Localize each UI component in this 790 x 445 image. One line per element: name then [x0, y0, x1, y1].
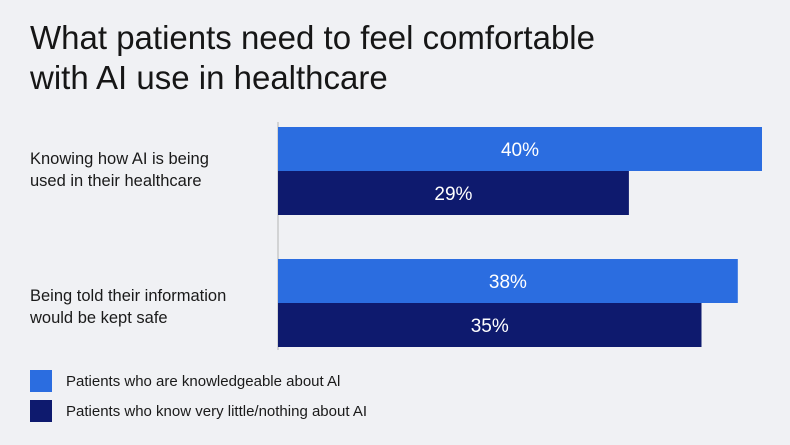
category-label-line: would be kept safe — [30, 309, 168, 327]
chart-title: What patients need to feel comfortable w… — [30, 18, 770, 98]
data-label-knowledgeable-1: 38% — [489, 272, 527, 293]
data-label-knowledgeable-0: 40% — [501, 140, 539, 161]
chart-title-line-2: with AI use in healthcare — [30, 59, 388, 96]
category-label-knowing-how-ai-used: Knowing how AI is being used in their he… — [30, 148, 270, 192]
bar-knowledgeable-0 — [278, 127, 762, 171]
bar-know-little-0 — [278, 171, 629, 215]
category-label-line: used in their healthcare — [30, 172, 202, 190]
legend-swatch-knowledgeable — [30, 370, 52, 392]
legend-item-know-little: Patients who know very little/nothing ab… — [30, 398, 367, 424]
chart-title-line-1: What patients need to feel comfortable — [30, 19, 595, 56]
category-label-information-kept-safe: Being told their information would be ke… — [30, 285, 270, 329]
data-label-know-little-1: 35% — [471, 316, 509, 337]
legend-label-know-little: Patients who know very little/nothing ab… — [66, 402, 368, 420]
data-label-know-little-0: 29% — [434, 184, 472, 205]
bar-know-little-1 — [278, 303, 702, 347]
category-label-line: Knowing how AI is being — [30, 150, 209, 168]
legend: Patients who are knowledgeable about Al … — [30, 368, 367, 428]
legend-label-knowledgeable: Patients who are knowledgeable about Al — [66, 372, 341, 390]
category-label-line: Being told their information — [30, 287, 227, 305]
legend-swatch-know-little — [30, 400, 52, 422]
bar-knowledgeable-1 — [278, 259, 738, 303]
legend-item-knowledgeable: Patients who are knowledgeable about Al — [30, 368, 367, 394]
